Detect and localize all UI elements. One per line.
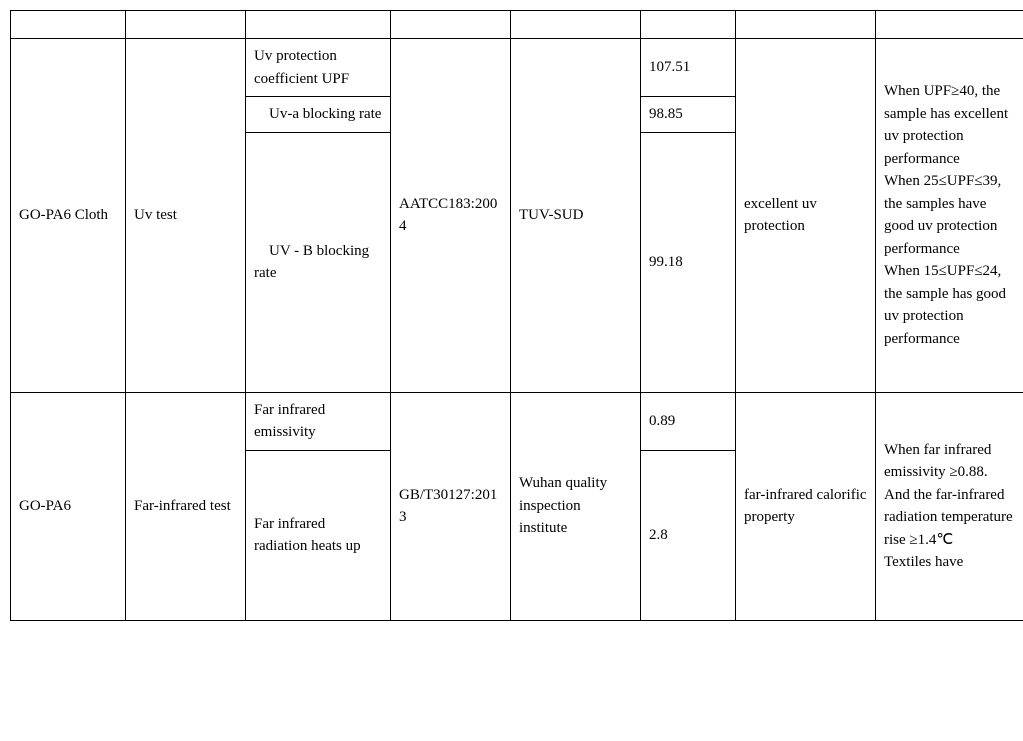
cell-param: UV - B blocking rate <box>246 132 391 392</box>
cell-value: 107.51 <box>641 39 736 97</box>
cell-value: 2.8 <box>641 450 736 620</box>
table-row: GO-PA6 Far-infrared test Far infrared em… <box>11 392 1023 450</box>
cell-test: Far-infrared test <box>126 392 246 620</box>
cell-standard: GB/T30127:2013 <box>391 392 511 620</box>
cell-criteria: When far infrared emissivity ≥0.88. And … <box>876 392 1023 620</box>
cell-sample: GO-PA6 Cloth <box>11 39 126 393</box>
header-cell <box>641 11 736 39</box>
cell-param: Uv-a blocking rate <box>246 97 391 133</box>
cell-result: far-infrared calorific property <box>736 392 876 620</box>
cell-criteria: When UPF≥40, the sample has excellent uv… <box>876 39 1023 393</box>
table-row: GO-PA6 Cloth Uv test Uv protection coeff… <box>11 39 1023 97</box>
cell-param: Uv protection coefficient UPF <box>246 39 391 97</box>
header-cell <box>126 11 246 39</box>
cell-param: Far infrared radiation heats up <box>246 450 391 620</box>
header-cell <box>511 11 641 39</box>
header-cell <box>391 11 511 39</box>
cell-result: excellent uv protection <box>736 39 876 393</box>
cell-standard: AATCC183:2004 <box>391 39 511 393</box>
cell-value: 98.85 <box>641 97 736 133</box>
header-cell <box>736 11 876 39</box>
header-cell <box>11 11 126 39</box>
header-cell <box>246 11 391 39</box>
cell-test: Uv test <box>126 39 246 393</box>
test-results-table: GO-PA6 Cloth Uv test Uv protection coeff… <box>10 10 1023 621</box>
cell-param: Far infrared emissivity <box>246 392 391 450</box>
header-cell <box>876 11 1023 39</box>
cell-value: 99.18 <box>641 132 736 392</box>
cell-value: 0.89 <box>641 392 736 450</box>
table-header-row <box>11 11 1023 39</box>
cell-lab: Wuhan quality inspection institute <box>511 392 641 620</box>
cell-lab: TUV-SUD <box>511 39 641 393</box>
cell-sample: GO-PA6 <box>11 392 126 620</box>
